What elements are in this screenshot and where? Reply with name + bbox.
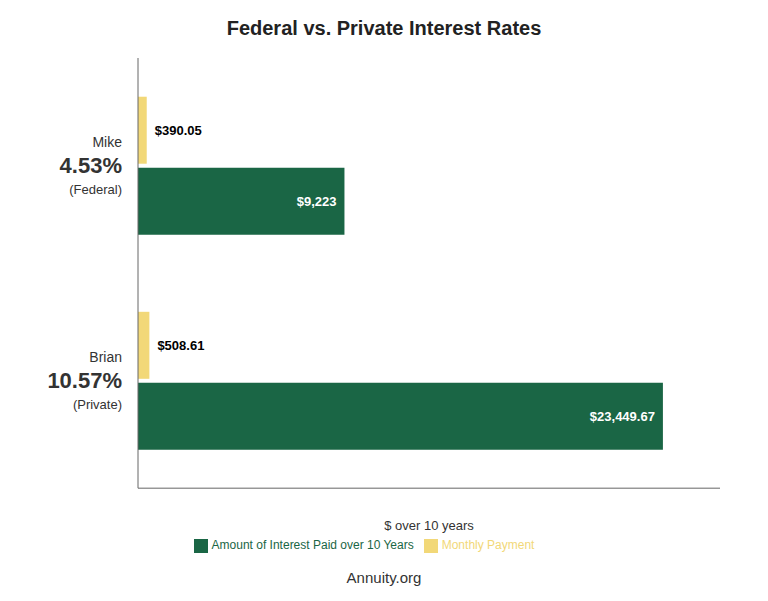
svg-text:$508.61: $508.61 [157,338,204,353]
svg-text:Mike: Mike [92,134,122,150]
svg-text:Brian: Brian [89,349,122,365]
svg-text:10.57%: 10.57% [47,368,122,393]
html-text:Annuity.org: Annuity.org [346,569,422,586]
svg-text:$ over 10 years: $ over 10 years [384,518,474,533]
html-text:Amount of Interest Paid over 1: Amount of Interest Paid over 10 Years [211,538,414,553]
html-text:Monthly Payment: Monthly Payment [441,538,535,553]
svg-text:4.53%: 4.53% [60,153,122,178]
svg-text:$9,223: $9,223 [297,194,337,209]
svg-text:$23,449.67: $23,449.67 [590,409,655,424]
svg-text:$390.05: $390.05 [155,123,202,138]
svg-text:(Federal): (Federal) [69,182,122,197]
svg-text:(Private): (Private) [73,397,122,412]
html-text:Federal vs. Private Interest R: Federal vs. Private Interest Rates [226,17,542,39]
